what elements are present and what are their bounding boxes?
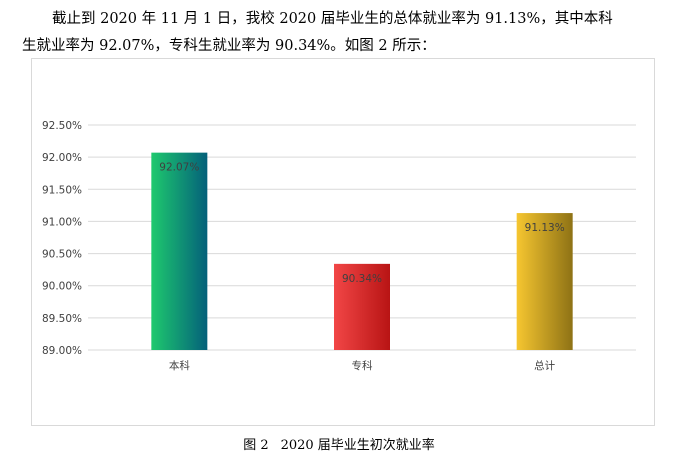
bar-3 bbox=[516, 213, 573, 350]
x-tick-label: 总计 bbox=[534, 359, 555, 372]
y-tick-label: 89.00% bbox=[42, 345, 82, 357]
x-tick-label: 专科 bbox=[352, 359, 373, 372]
data-label: 91.13% bbox=[525, 222, 565, 234]
data-label: 90.34% bbox=[342, 273, 382, 285]
y-axis-ticks: 89.00% 89.50% 90.00% 90.50% 91.00% 91.50% 92.0… bbox=[42, 120, 82, 357]
chart-frame: 89.00% 89.50% 90.00% 90.50% 91.00% 91.50% 92.0… bbox=[31, 58, 655, 426]
y-tick-label: 92.00% bbox=[42, 152, 82, 164]
intro-paragraph: 截止到 2020 年 11 月 1 日，我校 2020 届毕业生的总体就业率为 … bbox=[22, 6, 662, 60]
bar-2 bbox=[334, 263, 390, 350]
y-tick-label: 90.00% bbox=[42, 281, 82, 293]
caption-number: 图 2 bbox=[243, 438, 269, 453]
caption-text: 2020 届毕业生初次就业率 bbox=[280, 438, 435, 453]
bar-1 bbox=[151, 152, 208, 350]
y-tick-label: 89.50% bbox=[42, 313, 82, 325]
figure-caption: 图 2 2020 届毕业生初次就业率 bbox=[0, 434, 678, 453]
y-tick-label: 91.50% bbox=[42, 184, 82, 196]
paragraph-line-2: 生就业率为 92.07%，专科生就业率为 90.34%。如图 2 所示： bbox=[22, 38, 436, 54]
paragraph-line-1: 截止到 2020 年 11 月 1 日，我校 2020 届毕业生的总体就业率为 … bbox=[52, 11, 613, 27]
bar-layer bbox=[151, 152, 573, 350]
y-tick-label: 92.50% bbox=[42, 120, 82, 132]
x-tick-label: 本科 bbox=[169, 359, 190, 372]
y-tick-label: 91.00% bbox=[42, 216, 82, 228]
x-axis-ticks: 本科 专科 总计 bbox=[169, 359, 556, 372]
data-label-layer: 92.07% 90.34% 91.13% bbox=[159, 162, 564, 285]
y-tick-label: 90.50% bbox=[42, 249, 82, 261]
bar-chart: 89.00% 89.50% 90.00% 90.50% 91.00% 91.50% 92.0… bbox=[42, 120, 636, 372]
data-label: 92.07% bbox=[159, 162, 199, 174]
